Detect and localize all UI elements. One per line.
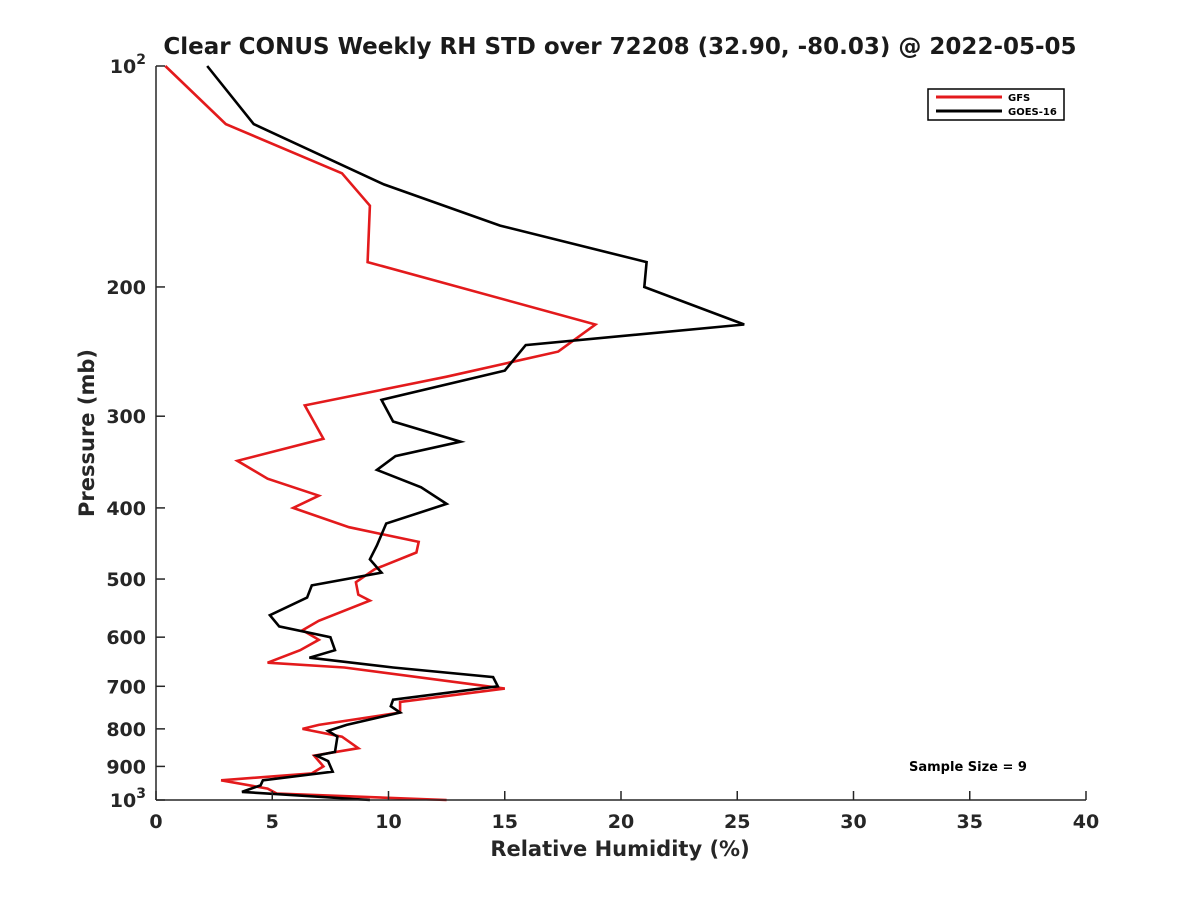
x-tick-label: 15 (492, 811, 518, 833)
legend-label-gfs: GFS (1008, 93, 1030, 104)
y-tick-label: 400 (106, 498, 146, 520)
x-tick-label: 40 (1073, 811, 1099, 833)
x-tick-label: 35 (957, 811, 983, 833)
y-tick-label: 300 (106, 406, 146, 428)
legend: GFS GOES-16 (927, 88, 1065, 121)
series-line-gfs (164, 65, 599, 802)
y-axis-label: Pressure (mb) (75, 349, 99, 517)
y-tick-label: 103 (110, 786, 146, 812)
y-tick-label: 800 (106, 719, 146, 741)
x-tick-label: 0 (149, 811, 162, 833)
axes-layer: 0 5 10 15 20 25 30 35 40 102 200 300 400 500 600 700 800… (106, 52, 1099, 833)
x-tick-label: 5 (266, 811, 279, 833)
y-tick-label: 900 (106, 756, 146, 778)
x-tick-label: 30 (840, 811, 866, 833)
x-axis-label: Relative Humidity (%) (490, 837, 749, 861)
y-tick-label: 102 (110, 52, 146, 78)
y-tick-label: 600 (106, 627, 146, 649)
series-line-goes16 (206, 65, 745, 802)
y-tick-label: 200 (106, 277, 146, 299)
sample-size-annotation: Sample Size = 9 (909, 760, 1027, 775)
x-tick-label: 10 (375, 811, 401, 833)
legend-box (927, 88, 1065, 121)
x-tick-label: 25 (724, 811, 750, 833)
y-tick-label: 700 (106, 676, 146, 698)
x-tick-label: 20 (608, 811, 634, 833)
series-layer (164, 65, 745, 802)
y-tick-label: 500 (106, 569, 146, 591)
chart-title: Clear CONUS Weekly RH STD over 72208 (32… (163, 34, 1076, 60)
legend-label-goes16: GOES-16 (1008, 107, 1057, 118)
